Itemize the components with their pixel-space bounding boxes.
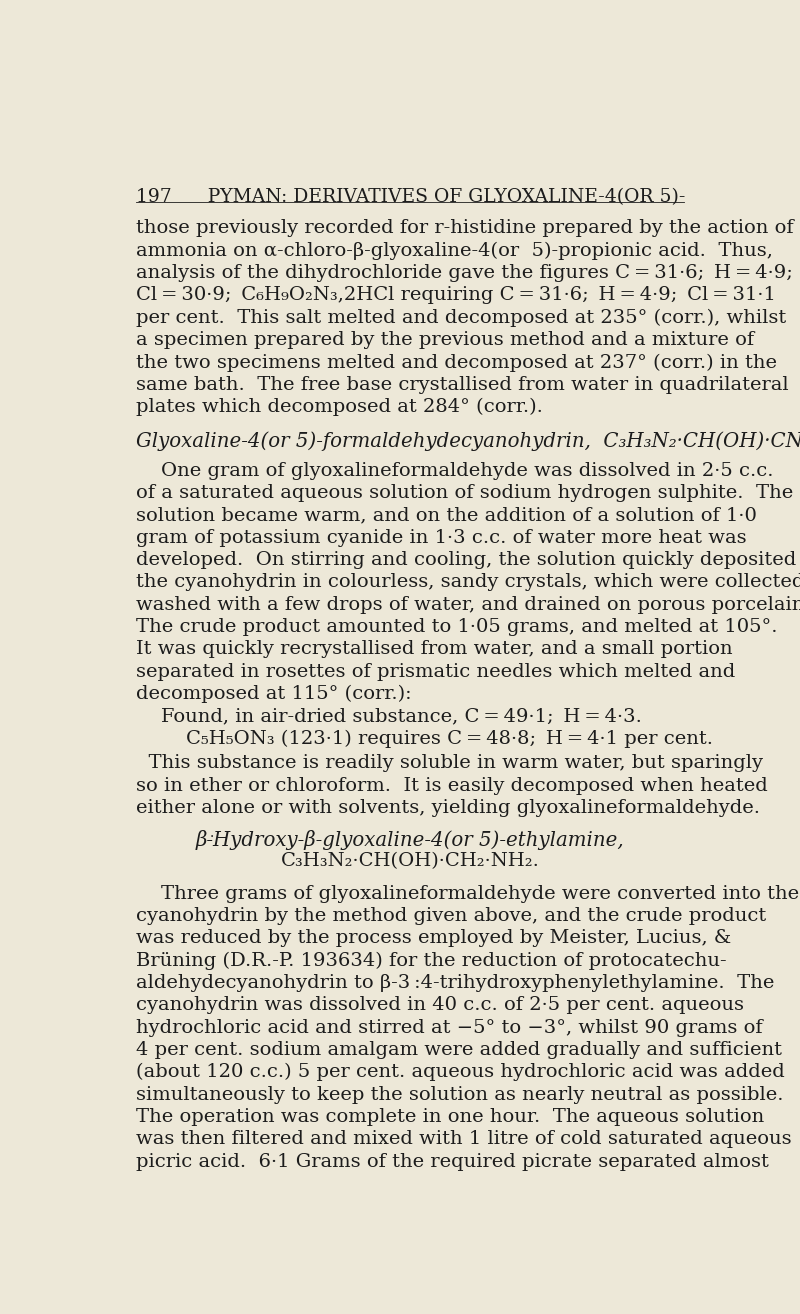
Text: simultaneously to keep the solution as nearly neutral as possible.: simultaneously to keep the solution as n…	[136, 1085, 783, 1104]
Text: was then filtered and mixed with 1 litre of cold saturated aqueous: was then filtered and mixed with 1 litre…	[136, 1130, 791, 1148]
Text: The operation was complete in one hour.  The aqueous solution: The operation was complete in one hour. …	[136, 1108, 764, 1126]
Text: a specimen prepared by the previous method and a mixture of: a specimen prepared by the previous meth…	[136, 331, 754, 350]
Text: analysis of the dihydrochloride gave the figures C = 31·6; H = 4·9;: analysis of the dihydrochloride gave the…	[136, 264, 793, 283]
Text: was reduced by the process employed by Meister, Lucius, &: was reduced by the process employed by M…	[136, 929, 731, 947]
Text: the two specimens melted and decomposed at 237° (corr.) in the: the two specimens melted and decomposed …	[136, 353, 777, 372]
Text: so in ether or chloroform.  It is easily decomposed when heated: so in ether or chloroform. It is easily …	[136, 777, 767, 795]
Text: same bath.  The free base crystallised from water in quadrilateral: same bath. The free base crystallised fr…	[136, 376, 788, 394]
Text: Brüning (D.R.-P. 193634) for the reduction of protocatechu-: Brüning (D.R.-P. 193634) for the reducti…	[136, 951, 726, 970]
Text: 197      PYMAN: DERIVATIVES OF GLYOXALINE-4(OR 5)-: 197 PYMAN: DERIVATIVES OF GLYOXALINE-4(O…	[136, 188, 685, 206]
Text: per cent.  This salt melted and decomposed at 235° (corr.), whilst: per cent. This salt melted and decompose…	[136, 309, 786, 327]
Text: Glyoxaline-4(or 5)-formaldehydecyanohydrin,  C₃H₃N₂·CH(OH)·CN.: Glyoxaline-4(or 5)-formaldehydecyanohydr…	[136, 431, 800, 451]
Text: This substance is readily soluble in warm water, but sparingly: This substance is readily soluble in war…	[136, 754, 762, 773]
Text: the cyanohydrin in colourless, sandy crystals, which were collected,: the cyanohydrin in colourless, sandy cry…	[136, 573, 800, 591]
Text: cyanohydrin by the method given above, and the crude product: cyanohydrin by the method given above, a…	[136, 907, 766, 925]
Text: ammonia on α-chloro-β-glyoxaline-4(or  5)-propionic acid.  Thus,: ammonia on α-chloro-β-glyoxaline-4(or 5)…	[136, 242, 773, 260]
Text: The crude product amounted to 1·05 grams, and melted at 105°.: The crude product amounted to 1·05 grams…	[136, 618, 777, 636]
Text: β-Hydroxy-β-glyoxaline-4(or 5)-ethylamine,: β-Hydroxy-β-glyoxaline-4(or 5)-ethylamin…	[196, 830, 624, 850]
Text: ·: ·	[210, 830, 214, 844]
Text: Three grams of glyoxalineformaldehyde were converted into the: Three grams of glyoxalineformaldehyde we…	[136, 884, 798, 903]
Text: solution became warm, and on the addition of a solution of 1·0: solution became warm, and on the additio…	[136, 506, 757, 524]
Text: plates which decomposed at 284° (corr.).: plates which decomposed at 284° (corr.).	[136, 398, 542, 417]
Text: washed with a few drops of water, and drained on porous porcelain.: washed with a few drops of water, and dr…	[136, 595, 800, 614]
Text: C₅H₅ON₃ (123·1) requires C = 48·8; H = 4·1 per cent.: C₅H₅ON₃ (123·1) requires C = 48·8; H = 4…	[136, 729, 713, 748]
Text: separated in rosettes of prismatic needles which melted and: separated in rosettes of prismatic needl…	[136, 662, 735, 681]
Text: decomposed at 115° (corr.):: decomposed at 115° (corr.):	[136, 685, 411, 703]
Text: of a saturated aqueous solution of sodium hydrogen sulphite.  The: of a saturated aqueous solution of sodiu…	[136, 484, 793, 502]
Text: hydrochloric acid and stirred at −5° to −3°, whilst 90 grams of: hydrochloric acid and stirred at −5° to …	[136, 1018, 762, 1037]
Text: Cl = 30·9; C₆H₉O₂N₃,2HCl requiring C = 31·6; H = 4·9; Cl = 31·1: Cl = 30·9; C₆H₉O₂N₃,2HCl requiring C = 3…	[136, 286, 775, 305]
Text: developed.  On stirring and cooling, the solution quickly deposited: developed. On stirring and cooling, the …	[136, 551, 796, 569]
Text: It was quickly recrystallised from water, and a small portion: It was quickly recrystallised from water…	[136, 640, 732, 658]
Text: those previously recorded for r-histidine prepared by the action of: those previously recorded for r-histidin…	[136, 219, 794, 238]
Text: 4 per cent. sodium amalgam were added gradually and sufficient: 4 per cent. sodium amalgam were added gr…	[136, 1041, 782, 1059]
Text: Found, in air-dried substance, C = 49·1; H = 4·3.: Found, in air-dried substance, C = 49·1;…	[136, 707, 642, 725]
Text: (about 120 c.c.) 5 per cent. aqueous hydrochloric acid was added: (about 120 c.c.) 5 per cent. aqueous hyd…	[136, 1063, 784, 1081]
Text: One gram of glyoxalineformaldehyde was dissolved in 2·5 c.c.: One gram of glyoxalineformaldehyde was d…	[136, 461, 773, 480]
Text: gram of potassium cyanide in 1·3 c.c. of water more heat was: gram of potassium cyanide in 1·3 c.c. of…	[136, 528, 746, 547]
Text: cyanohydrin was dissolved in 40 c.c. of 2·5 per cent. aqueous: cyanohydrin was dissolved in 40 c.c. of …	[136, 996, 744, 1014]
Text: picric acid.  6·1 Grams of the required picrate separated almost: picric acid. 6·1 Grams of the required p…	[136, 1152, 769, 1171]
Text: either alone or with solvents, yielding glyoxalineformaldehyde.: either alone or with solvents, yielding …	[136, 799, 760, 817]
Text: aldehydecyanohydrin to β-3 :4-trihydroxyphenylethylamine.  The: aldehydecyanohydrin to β-3 :4-trihydroxy…	[136, 974, 774, 992]
Text: C₃H₃N₂·CH(OH)·CH₂·NH₂.: C₃H₃N₂·CH(OH)·CH₂·NH₂.	[281, 853, 539, 870]
